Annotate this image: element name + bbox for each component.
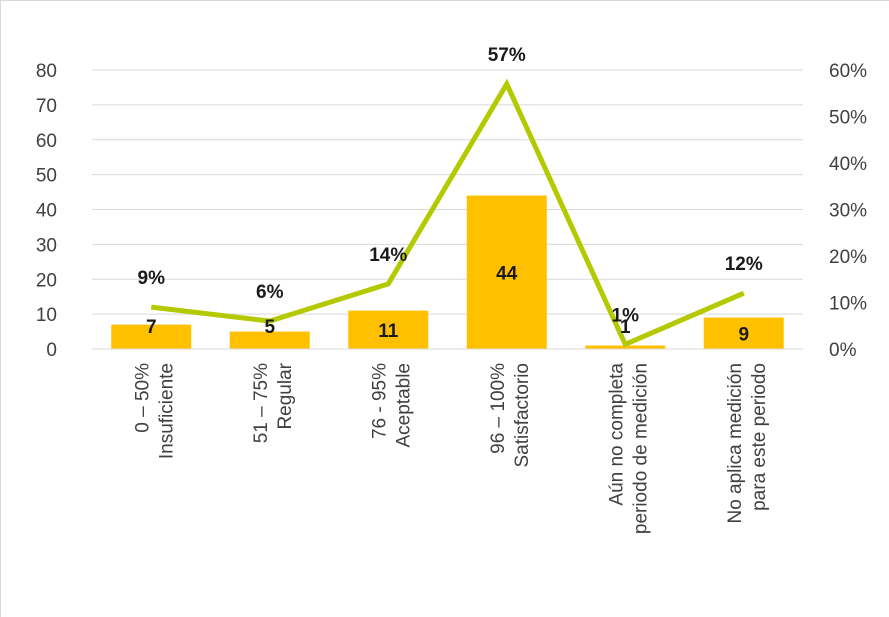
x-category-label-line: para este periodo — [749, 363, 770, 511]
line-value-label: 6% — [256, 282, 284, 303]
bar-value-label: 1 — [620, 317, 631, 338]
y-left-tick-label: 70 — [36, 96, 57, 117]
x-category-label: 96 – 100% Satisfactorio — [488, 363, 533, 468]
y-left-tick-label: 40 — [36, 201, 57, 222]
bar-value-label: 11 — [378, 321, 399, 342]
x-category-label-line: 0 – 50% — [132, 363, 153, 433]
bar — [111, 324, 192, 349]
x-category-label-line: Regular — [275, 362, 296, 429]
y-left-tick-label: 50 — [36, 166, 57, 187]
y-left-tick-label: 10 — [36, 305, 57, 326]
x-category-label-line: Satisfactorio — [512, 363, 533, 468]
bar-value-label: 7 — [146, 317, 157, 338]
y-left-tick-label: 20 — [36, 270, 57, 291]
line-value-label: 12% — [725, 254, 763, 275]
axes: 0 10 20 30 40 50 60 70 80 0% 10% 20% 30% 40% 50% 60% 0 –… — [36, 61, 867, 534]
x-category-label: 51 – 75% Regular — [251, 362, 296, 443]
bar-value-label: 9 — [738, 324, 749, 345]
y-left-tick-label: 30 — [36, 235, 57, 256]
x-category-label-line: Aceptable — [393, 363, 414, 448]
x-category-label-line: periodo de medición — [630, 363, 651, 534]
bar — [229, 331, 310, 349]
x-category-label-line: No aplica medición — [725, 363, 746, 524]
bar-value-label: 44 — [496, 263, 518, 284]
x-category-label-line: 51 – 75% — [251, 363, 272, 443]
y-right-tick-label: 20% — [829, 247, 867, 268]
line-series-path — [150, 78, 745, 348]
gridlines — [92, 69, 803, 350]
y-right-tick-label: 30% — [829, 201, 867, 222]
y-right-tick-label: 60% — [829, 61, 867, 82]
bar — [348, 310, 429, 349]
x-category-label-line: Aún no completa — [606, 363, 627, 506]
y-left-tick-label: 60 — [36, 131, 57, 152]
line-value-label: 9% — [138, 268, 166, 289]
bar-series — [111, 195, 784, 349]
x-category-label: 76 - 95% Aceptable — [369, 363, 414, 448]
bar — [466, 195, 547, 349]
x-category-label: 0 – 50% Insuficiente — [132, 363, 177, 459]
x-category-label-line: 76 - 95% — [369, 363, 390, 439]
bar — [703, 317, 784, 349]
line-value-label: 57% — [488, 45, 526, 66]
line-value-label: 14% — [369, 245, 407, 266]
y-right-tick-label: 0% — [829, 340, 857, 361]
bar-value-label: 5 — [264, 317, 275, 338]
x-category-label-line: Insuficiente — [156, 363, 177, 459]
line-series — [150, 78, 745, 348]
bar — [585, 345, 666, 349]
x-category-label: No aplica medición para este periodo — [725, 363, 770, 524]
x-category-label: Aún no completa periodo de medición — [606, 363, 651, 535]
y-right-tick-label: 40% — [829, 154, 867, 175]
y-right-tick-label: 50% — [829, 108, 867, 129]
y-right-tick-label: 10% — [829, 294, 867, 315]
line-value-label: 1% — [612, 305, 640, 326]
x-category-label-line: 96 – 100% — [488, 363, 509, 454]
y-left-tick-label: 0 — [46, 340, 57, 361]
data-labels: 7 5 11 44 1 9 9% 6% 14% 57% 1% 12% — [138, 45, 763, 345]
y-left-tick-label: 80 — [36, 61, 57, 82]
